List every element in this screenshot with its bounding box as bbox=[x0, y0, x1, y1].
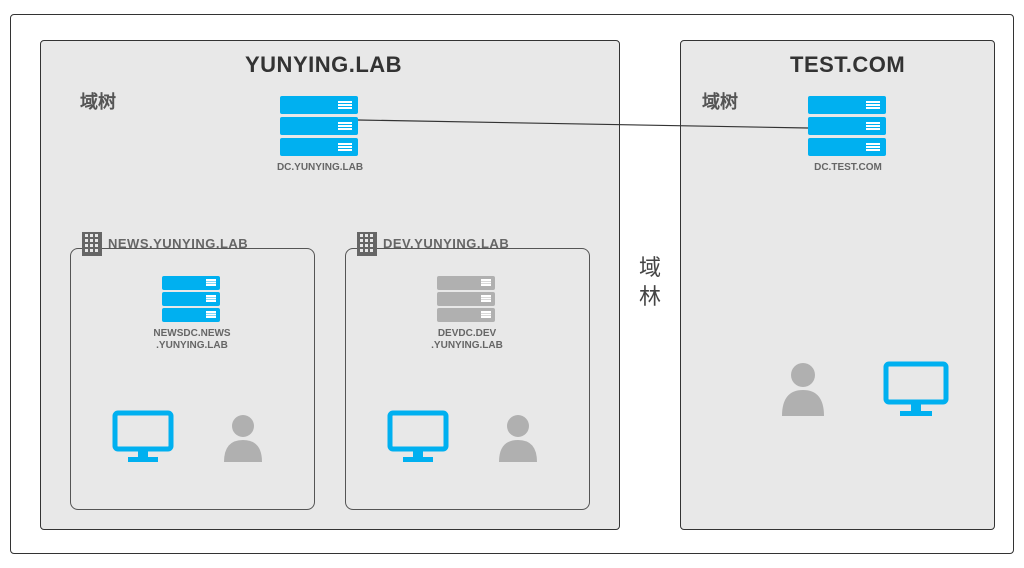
monitor-icon-sub-left bbox=[110, 408, 180, 473]
right-title: TEST.COM bbox=[790, 52, 905, 78]
person-icon-sub-left bbox=[218, 412, 268, 471]
sub-right-server-label-text: DEVDC.DEV.YUNYING.LAB bbox=[431, 328, 503, 351]
server-icon-sub-right bbox=[437, 276, 495, 324]
person-icon-sub-right bbox=[493, 412, 543, 471]
left-tree-label: 域树 bbox=[80, 88, 116, 114]
left-server-label: DC.YUNYING.LAB bbox=[260, 162, 380, 174]
right-server-label: DC.TEST.COM bbox=[788, 162, 908, 174]
server-icon-left-main bbox=[280, 96, 358, 159]
sub-right-server-label: DEVDC.DEV.YUNYING.LAB bbox=[407, 328, 527, 352]
sub-left-title: NEWS.YUNYING.LAB bbox=[108, 236, 248, 251]
person-icon-right bbox=[775, 360, 831, 425]
right-tree-label: 域树 bbox=[702, 88, 738, 114]
forest-label: 域林 bbox=[638, 254, 662, 311]
server-icon-right-main bbox=[808, 96, 886, 159]
building-icon-right bbox=[357, 232, 377, 256]
monitor-icon-sub-right bbox=[385, 408, 455, 473]
monitor-icon-right bbox=[880, 358, 956, 427]
sub-right-title: DEV.YUNYING.LAB bbox=[383, 236, 509, 251]
left-title: YUNYING.LAB bbox=[245, 52, 402, 78]
sub-left-server-label-text: NEWSDC.NEWS.YUNYING.LAB bbox=[153, 328, 230, 351]
diagram-canvas: YUNYING.LAB TEST.COM 域树 域树 域林 DC.YUNYING… bbox=[0, 0, 1024, 568]
building-icon-left bbox=[82, 232, 102, 256]
server-icon-sub-left bbox=[162, 276, 220, 324]
sub-left-server-label: NEWSDC.NEWS.YUNYING.LAB bbox=[132, 328, 252, 352]
